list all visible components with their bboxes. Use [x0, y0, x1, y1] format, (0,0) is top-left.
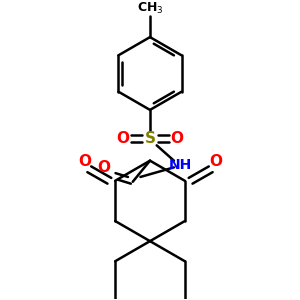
- Text: O: O: [117, 131, 130, 146]
- Text: S: S: [145, 131, 155, 146]
- Text: O: O: [170, 131, 183, 146]
- Text: O: O: [209, 154, 222, 169]
- Text: O: O: [78, 154, 91, 169]
- Text: O: O: [98, 160, 110, 175]
- Text: CH$_3$: CH$_3$: [137, 1, 163, 16]
- Text: NH: NH: [169, 158, 192, 172]
